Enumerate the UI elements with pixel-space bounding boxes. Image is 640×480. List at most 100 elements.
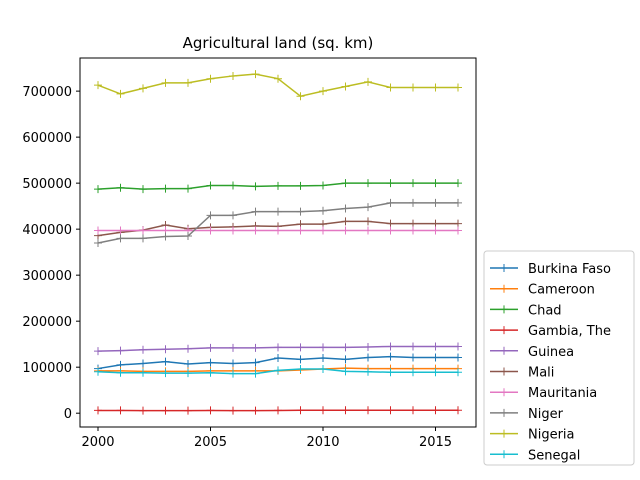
legend-marker xyxy=(500,284,508,293)
data-point xyxy=(431,342,440,351)
legend-label: Guinea xyxy=(528,345,574,360)
data-point xyxy=(251,369,260,378)
data-point xyxy=(409,368,417,377)
data-point xyxy=(184,359,192,368)
data-point xyxy=(251,226,260,235)
data-point xyxy=(184,406,192,415)
data-point xyxy=(206,226,215,235)
data-point xyxy=(229,369,237,378)
legend-item: Nigeria xyxy=(490,428,575,443)
y-tick-label: 400000 xyxy=(22,223,72,238)
data-point xyxy=(184,184,192,193)
data-point xyxy=(319,353,327,362)
data-point xyxy=(251,406,260,415)
data-point xyxy=(206,74,215,83)
data-point xyxy=(274,226,282,235)
data-point xyxy=(409,226,417,235)
data-point xyxy=(116,234,125,243)
legend-item: Senegal xyxy=(490,448,580,463)
legend-label: Chad xyxy=(528,303,562,318)
data-point xyxy=(319,343,327,352)
legend-marker xyxy=(500,388,508,397)
data-point xyxy=(409,406,417,415)
legend-item: Gambia, The xyxy=(490,324,611,339)
data-point xyxy=(341,179,350,188)
data-point xyxy=(139,406,147,415)
data-point xyxy=(161,232,170,241)
data-point xyxy=(454,368,462,377)
data-point xyxy=(454,353,462,362)
data-point xyxy=(341,204,350,213)
data-point xyxy=(274,406,282,415)
data-point xyxy=(409,219,417,228)
legend-item: Mauritania xyxy=(490,386,597,401)
data-point xyxy=(341,406,350,415)
data-point xyxy=(161,406,170,415)
legend-marker xyxy=(500,367,508,376)
data-point xyxy=(409,342,417,351)
data-point xyxy=(454,219,462,228)
data-point xyxy=(296,365,305,374)
data-point xyxy=(431,226,440,235)
legend-item: Chad xyxy=(490,303,562,318)
data-point xyxy=(161,78,170,87)
data-point xyxy=(251,70,260,79)
data-point xyxy=(139,234,147,243)
data-point xyxy=(364,203,372,212)
data-point xyxy=(341,82,350,91)
data-point xyxy=(364,342,372,351)
data-point xyxy=(364,77,372,86)
data-point xyxy=(409,198,417,207)
legend-marker xyxy=(500,450,508,459)
data-point xyxy=(319,226,327,235)
legend-label: Mauritania xyxy=(528,386,597,401)
data-point xyxy=(161,184,170,193)
data-point xyxy=(229,71,237,80)
series-9 xyxy=(94,365,462,378)
data-point xyxy=(364,226,372,235)
legend-marker xyxy=(500,408,508,417)
x-axis: 2000 2005 2010 2015 xyxy=(81,427,452,450)
data-point xyxy=(341,217,350,226)
data-point xyxy=(454,198,462,207)
x-tick-label: 2010 xyxy=(306,435,339,450)
data-point xyxy=(454,179,462,188)
data-point xyxy=(454,406,462,415)
data-point xyxy=(274,353,282,362)
data-point xyxy=(116,183,125,192)
legend-box xyxy=(483,250,635,466)
data-point xyxy=(431,353,440,362)
data-point xyxy=(161,369,170,378)
data-point xyxy=(206,181,215,190)
series-7 xyxy=(94,198,462,247)
legend-label: Burkina Faso xyxy=(528,262,611,277)
x-tick-label: 2015 xyxy=(419,435,452,450)
data-point xyxy=(431,83,440,92)
data-point xyxy=(296,181,305,190)
y-tick-label: 300000 xyxy=(22,269,72,284)
data-point xyxy=(386,368,395,377)
legend-marker xyxy=(500,326,508,335)
data-point xyxy=(364,367,372,376)
data-point xyxy=(94,81,102,90)
data-point xyxy=(206,368,215,377)
data-point xyxy=(431,406,440,415)
legend-label: Mali xyxy=(528,366,554,381)
data-point xyxy=(94,238,102,247)
data-point xyxy=(319,181,327,190)
data-point xyxy=(431,198,440,207)
data-point xyxy=(364,217,372,226)
data-point xyxy=(409,83,417,92)
series-6 xyxy=(94,226,462,235)
data-point xyxy=(409,179,417,188)
data-point xyxy=(139,226,147,235)
data-point xyxy=(184,232,192,241)
data-point xyxy=(229,211,237,220)
data-point xyxy=(386,219,395,228)
data-point xyxy=(274,366,282,375)
plot-series xyxy=(94,70,462,415)
data-point xyxy=(184,369,192,378)
data-point xyxy=(386,342,395,351)
data-point xyxy=(161,357,170,366)
data-point xyxy=(386,83,395,92)
